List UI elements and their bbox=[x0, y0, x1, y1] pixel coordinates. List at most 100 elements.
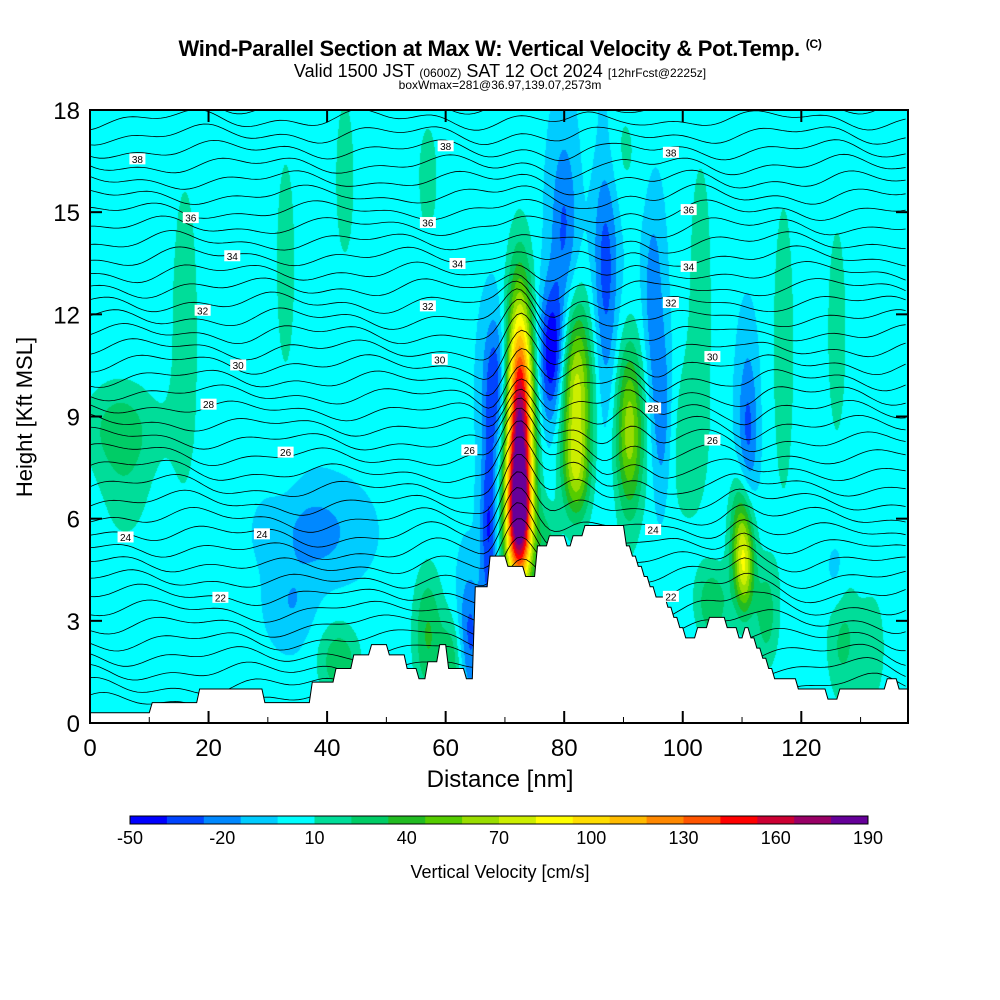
theta-contour bbox=[90, 420, 906, 483]
contour-label-text: 32 bbox=[665, 299, 677, 310]
contour-label-text: 38 bbox=[132, 155, 144, 166]
contour-label: 38 bbox=[129, 153, 146, 166]
colorbar-swatch bbox=[388, 816, 426, 824]
forecast-info: [12hrFcst@2225z] bbox=[607, 66, 707, 80]
colorbar-tick-label: 10 bbox=[304, 828, 324, 848]
contour-label: 22 bbox=[662, 590, 679, 603]
contour-label-box bbox=[461, 444, 478, 456]
colorbar-tick-label: 160 bbox=[761, 828, 791, 848]
contour-label-box bbox=[662, 146, 679, 158]
y-tick-label: 12 bbox=[53, 302, 80, 329]
y-tick-label: 0 bbox=[67, 711, 80, 738]
x-axis: 0 20 40 60 80 100 120 bbox=[83, 110, 862, 762]
contour-label: 34 bbox=[449, 258, 466, 271]
chart-title-text: Wind-Parallel Section at Max W: Vertical… bbox=[178, 36, 800, 61]
contour-label-text: 36 bbox=[422, 219, 434, 230]
colorbar-swatch bbox=[831, 816, 869, 824]
valid-zulu: (0600Z) bbox=[419, 66, 462, 80]
contour-label: 30 bbox=[704, 351, 721, 364]
contour-label: 32 bbox=[194, 304, 211, 317]
theta-contour bbox=[90, 378, 906, 426]
y-tick-label: 18 bbox=[53, 98, 80, 125]
contour-label-box bbox=[129, 153, 146, 165]
contour-label: 32 bbox=[419, 300, 436, 313]
contour-label-box bbox=[277, 446, 294, 458]
theta-contour bbox=[90, 261, 906, 284]
x-tick-label: 120 bbox=[781, 735, 821, 762]
contour-label-text: 38 bbox=[665, 148, 677, 159]
contour-label: 34 bbox=[224, 250, 241, 263]
colorbar-title: Vertical Velocity [cm/s] bbox=[410, 862, 590, 882]
contour-label-text: 30 bbox=[434, 355, 446, 366]
contour-label-box bbox=[662, 590, 679, 602]
contour-label-text: 24 bbox=[256, 530, 268, 541]
contour-label-text: 36 bbox=[683, 206, 695, 217]
contour-label-box bbox=[645, 524, 662, 536]
colorbar: -50 -20 10 40 70 100 130 160 190 bbox=[117, 815, 883, 848]
colorbar-tick-label: 190 bbox=[853, 828, 883, 848]
contour-label: 22 bbox=[212, 591, 229, 604]
colorbar-swatch bbox=[277, 816, 315, 824]
contour-label-box bbox=[419, 300, 436, 312]
colorbar-tick-label: 70 bbox=[489, 828, 509, 848]
copyright-mark: (C) bbox=[805, 36, 822, 51]
theta-contour bbox=[90, 518, 906, 575]
contour-label-text: 24 bbox=[648, 526, 660, 537]
colorbar-swatch bbox=[425, 816, 463, 824]
contour-label-box bbox=[431, 353, 448, 365]
contour-label-text: 34 bbox=[227, 252, 239, 263]
contour-label: 28 bbox=[645, 402, 662, 415]
contour-label-text: 22 bbox=[665, 592, 677, 603]
y-tick-label: 6 bbox=[67, 507, 80, 534]
theta-contour bbox=[90, 329, 906, 380]
colorbar-swatch bbox=[499, 816, 537, 824]
contour-label-text: 28 bbox=[648, 404, 660, 415]
x-axis-title: Distance [nm] bbox=[426, 766, 574, 793]
contour-label-box bbox=[704, 434, 721, 446]
theta-contour bbox=[90, 288, 906, 331]
colorbar-tick-label: 130 bbox=[668, 828, 698, 848]
box-wmax-line: boxWmax=281@36.97,139.07,2573m bbox=[398, 78, 602, 92]
contour-label: 28 bbox=[200, 398, 217, 411]
x-tick-label: 40 bbox=[314, 735, 341, 762]
colorbar-swatch bbox=[462, 816, 500, 824]
theta-contour bbox=[90, 198, 906, 224]
contour-label-text: 26 bbox=[707, 436, 719, 447]
contour-label-box bbox=[449, 258, 466, 270]
contour-label-box bbox=[680, 260, 697, 272]
colorbar-frame bbox=[129, 815, 869, 825]
chart-title: Wind-Parallel Section at Max W: Vertical… bbox=[0, 36, 1000, 62]
contour-label-text: 32 bbox=[422, 302, 434, 313]
contour-label-text: 36 bbox=[185, 214, 197, 225]
y-tick-label: 3 bbox=[67, 609, 80, 636]
y-axis-title: Height [Kft MSL] bbox=[12, 336, 37, 498]
contour-label-box bbox=[182, 212, 199, 224]
contour-label-box bbox=[200, 398, 217, 410]
contour-label-text: 22 bbox=[215, 593, 227, 604]
contour-label-text: 34 bbox=[452, 260, 464, 271]
contour-label-text: 38 bbox=[440, 142, 452, 153]
theta-contour bbox=[90, 454, 906, 516]
contour-label: 24 bbox=[645, 524, 662, 537]
x-tick-label: 80 bbox=[551, 735, 578, 762]
contour-label: 24 bbox=[117, 531, 134, 544]
colorbar-swatch bbox=[314, 816, 352, 824]
colorbar-swatch bbox=[757, 816, 795, 824]
contour-label-text: 30 bbox=[233, 361, 245, 372]
theta-contour bbox=[90, 273, 906, 302]
contour-label: 36 bbox=[680, 204, 697, 217]
theta-contour bbox=[90, 169, 906, 196]
contour-label-text: 24 bbox=[120, 533, 132, 544]
theta-contour bbox=[90, 230, 906, 254]
theta-contour bbox=[90, 471, 906, 533]
x-tick-label: 20 bbox=[195, 735, 222, 762]
colorbar-swatch bbox=[646, 816, 684, 824]
contour-label-box bbox=[224, 250, 241, 262]
contour-label-box bbox=[704, 351, 721, 363]
contour-label: 26 bbox=[461, 444, 478, 457]
valid-date: SAT 12 Oct 2024 bbox=[466, 61, 603, 81]
theta-contour bbox=[90, 312, 906, 361]
contour-label-text: 32 bbox=[197, 306, 209, 317]
